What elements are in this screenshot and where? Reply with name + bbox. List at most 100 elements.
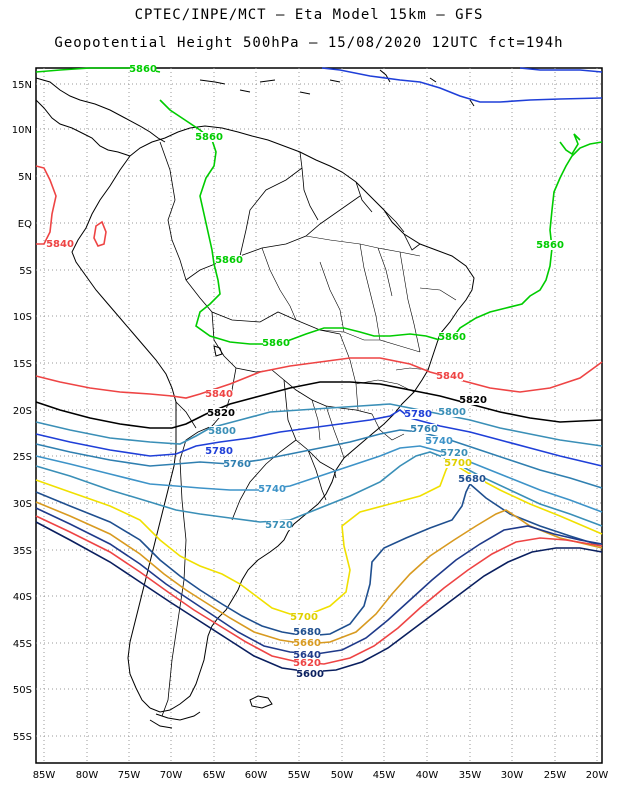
contour-label: 5700 bbox=[290, 612, 318, 623]
contour-label: 5800 bbox=[438, 407, 466, 418]
contour-label: 5860 bbox=[536, 240, 564, 251]
longitude-label: 85W bbox=[33, 770, 56, 781]
latitude-label: 30S bbox=[13, 499, 32, 510]
longitude-label: 35W bbox=[459, 770, 482, 781]
contour-label: 5860 bbox=[195, 132, 223, 143]
contour-label-background bbox=[47, 239, 73, 249]
contour-label-background bbox=[439, 407, 465, 417]
latitude-label: 35S bbox=[13, 546, 32, 557]
contour-label: 5840 bbox=[436, 371, 464, 382]
longitude-labels: 85W 80W 75W 70W 65W 60W 55W 50W 45W 40W 35W 30W 25W 2… bbox=[33, 770, 609, 781]
contour-label-background bbox=[294, 638, 320, 648]
contour-label: 5640 bbox=[293, 650, 321, 661]
latitude-label: 50S bbox=[13, 685, 32, 696]
contour-label-background bbox=[259, 484, 285, 494]
tierra-del-fuego bbox=[149, 711, 201, 729]
longitude-label: 75W bbox=[118, 770, 141, 781]
contour-5640 bbox=[35, 507, 603, 655]
contour-label: 5620 bbox=[293, 658, 321, 669]
coastlines-and-borders bbox=[35, 69, 475, 729]
contour-label: 5740 bbox=[425, 436, 453, 447]
contour-label-background bbox=[263, 338, 289, 348]
latitude-label: 15N bbox=[12, 80, 32, 91]
latitude-label: 20S bbox=[13, 406, 32, 417]
contour-label: 5840 bbox=[205, 389, 233, 400]
contour-label-background bbox=[291, 612, 317, 622]
contour-label: 5860 bbox=[438, 332, 466, 343]
contour-5760 bbox=[35, 429, 603, 489]
longitude-label: 45W bbox=[373, 770, 396, 781]
contour-label: 5860 bbox=[129, 64, 157, 75]
latitude-label: 55S bbox=[13, 732, 32, 743]
contour-5840-closed bbox=[93, 220, 107, 247]
lake-titicaca bbox=[213, 345, 223, 357]
contour-5660 bbox=[35, 501, 603, 645]
contour-label-background bbox=[441, 448, 467, 458]
contour-label-background bbox=[294, 650, 320, 660]
contour-5880 bbox=[321, 67, 603, 103]
map-title-line-2: Geopotential Height 500hPa – 15/08/2020 … bbox=[54, 35, 564, 51]
contour-label: 5760 bbox=[223, 459, 251, 470]
contour-labels: 5860 5860 5860 5860 5860 5860 5840 5840 5840 5820… bbox=[46, 64, 564, 680]
longitude-label: 25W bbox=[544, 770, 567, 781]
contour-label: 5700 bbox=[444, 458, 472, 469]
contour-5840 bbox=[35, 357, 603, 399]
contour-label-background bbox=[537, 240, 563, 250]
longitude-label: 60W bbox=[245, 770, 268, 781]
contour-label: 5740 bbox=[258, 484, 286, 495]
latitude-label: 5S bbox=[19, 266, 32, 277]
longitude-label: 50W bbox=[331, 770, 354, 781]
contour-label-background bbox=[208, 408, 234, 418]
contour-label: 5860 bbox=[262, 338, 290, 349]
contour-label: 5760 bbox=[410, 424, 438, 435]
contour-label-background bbox=[426, 436, 452, 446]
contour-5780 bbox=[35, 409, 603, 467]
contour-label: 5680 bbox=[458, 474, 486, 485]
longitude-label: 40W bbox=[416, 770, 439, 781]
contour-label: 5820 bbox=[207, 408, 235, 419]
contour-label-background bbox=[460, 395, 486, 405]
contour-label: 5720 bbox=[265, 520, 293, 531]
latitude-label: 45S bbox=[13, 639, 32, 650]
contour-label: 5800 bbox=[208, 426, 236, 437]
contour-5620 bbox=[35, 515, 603, 665]
longitude-label: 65W bbox=[203, 770, 226, 781]
latitude-labels: 15N 10N 5N EQ 5S 10S 15S 20S 25S 30S 35S 40S 45S 50S 5… bbox=[12, 80, 32, 743]
contour-5860-ne bbox=[559, 133, 581, 156]
contour-label: 5600 bbox=[296, 669, 324, 680]
contour-label: 5780 bbox=[404, 409, 432, 420]
country-borders bbox=[159, 141, 421, 717]
falkland-islands bbox=[249, 695, 273, 709]
latitude-label: 15S bbox=[13, 359, 32, 370]
contour-5880-north bbox=[519, 67, 603, 73]
brazil-state-borders bbox=[261, 235, 457, 459]
contour-label-background bbox=[437, 371, 463, 381]
contour-label-background bbox=[224, 459, 250, 469]
longitude-label: 70W bbox=[160, 770, 183, 781]
north-coast bbox=[129, 125, 475, 713]
contour-label: 5820 bbox=[459, 395, 487, 406]
latitude-label: 40S bbox=[13, 592, 32, 603]
contour-label-background bbox=[206, 389, 232, 399]
longitude-label: 30W bbox=[501, 770, 524, 781]
longitude-label: 55W bbox=[288, 770, 311, 781]
pacific-coast bbox=[71, 155, 177, 709]
contour-5840-west bbox=[35, 165, 57, 245]
contour-label: 5860 bbox=[215, 255, 243, 266]
contour-label: 5840 bbox=[46, 239, 74, 250]
contour-label: 5680 bbox=[293, 627, 321, 638]
contour-label-background bbox=[209, 426, 235, 436]
contour-label: 5780 bbox=[205, 446, 233, 457]
contour-label: 5720 bbox=[440, 448, 468, 459]
contour-label-background bbox=[405, 409, 431, 419]
contour-label-background bbox=[439, 332, 465, 342]
contour-5680 bbox=[35, 482, 603, 637]
longitude-label: 80W bbox=[76, 770, 99, 781]
contour-label-background bbox=[411, 424, 437, 434]
longitude-label: 20W bbox=[586, 770, 609, 781]
central-america-coast bbox=[35, 77, 166, 143]
contour-label-background bbox=[266, 520, 292, 530]
contour-label-background bbox=[196, 132, 222, 142]
caribbean-islands bbox=[199, 69, 475, 107]
